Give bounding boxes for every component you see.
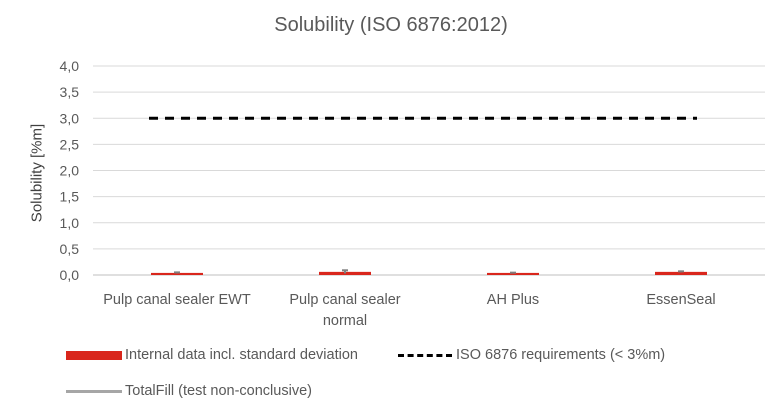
y-tick-label: 4,0 [60, 58, 80, 74]
legend-item-iso-requirement: ISO 6876 requirements (< 3%m) [394, 347, 665, 363]
y-tick-label: 1,5 [60, 189, 80, 205]
x-category-label: EssenSeal [646, 292, 715, 308]
y-tick-label: 3,5 [60, 84, 80, 100]
legend-item-totalfill: TotalFill (test non-conclusive) [66, 383, 312, 399]
x-category-label: normal [323, 313, 367, 329]
bar [487, 272, 539, 275]
legend-item-internal-data: Internal data incl. standard deviation [66, 347, 358, 363]
legend-swatch-bar [66, 350, 122, 360]
y-tick-label: 3,0 [60, 110, 80, 126]
y-tick-label: 2,5 [60, 136, 80, 152]
legend-swatch-dashed-line [398, 353, 452, 357]
y-tick-label: 1,0 [60, 215, 80, 231]
legend-label-totalfill: TotalFill (test non-conclusive) [125, 383, 312, 399]
legend-label-iso-requirement: ISO 6876 requirements (< 3%m) [456, 347, 666, 363]
y-tick-label: 0,5 [60, 241, 80, 257]
bar [151, 272, 203, 275]
bar [655, 271, 707, 275]
x-category-label: Pulp canal sealer [289, 292, 400, 308]
y-tick-label: 0,0 [60, 267, 80, 283]
chart-title: Solubility (ISO 6876:2012) [274, 14, 508, 36]
y-tick-label: 2,0 [60, 163, 80, 179]
legend-swatch-line [66, 389, 122, 393]
x-category-label: AH Plus [487, 292, 539, 308]
legend-label-internal-data: Internal data incl. standard deviation [125, 347, 358, 363]
x-category-label: Pulp canal sealer EWT [103, 292, 251, 308]
